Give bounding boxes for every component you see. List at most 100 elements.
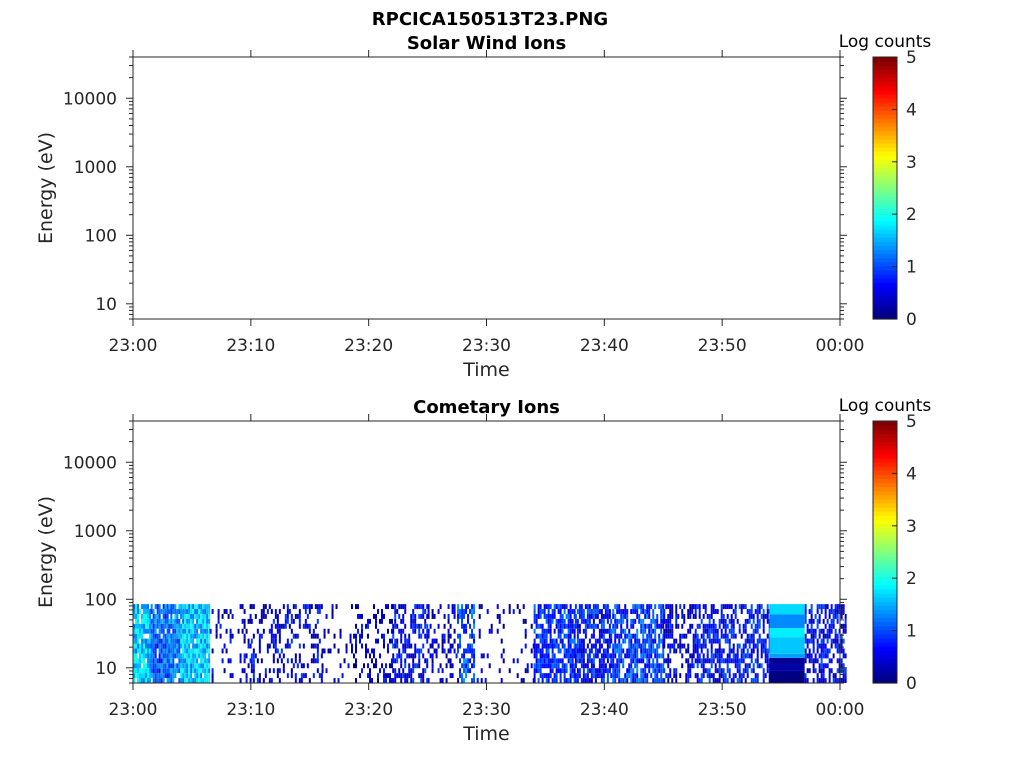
spectrogram-cell [473,648,476,654]
spectrogram-cell [669,658,672,664]
spectrogram-cell [687,658,690,664]
spectrogram-cell [194,628,197,634]
spectrogram-cell [437,609,440,614]
spectrogram-cell [378,653,381,659]
spectrogram-cell [636,668,639,674]
spectrogram-cell [582,668,585,674]
spectrogram-cell [596,609,599,614]
spectrogram-cell [624,604,627,610]
spectrogram-cell [196,618,199,624]
spectrogram-cell [206,663,209,669]
spectrogram-cell [188,678,191,683]
spectrogram-cell [308,628,311,634]
spectrogram-cell [392,668,395,674]
spectrogram-cell [612,623,615,629]
colorbar-segment [873,257,897,263]
spectrogram-cell [396,623,399,629]
spectrogram-cell [553,604,556,610]
spectrogram-cell [662,648,665,654]
spectrogram-cell [465,663,468,669]
colorbar-frame [872,56,898,320]
spectrogram-cell [268,628,271,634]
spectrogram-cell [816,678,819,683]
spectrogram-cell [268,678,271,683]
spectrogram-cell [704,658,707,664]
spectrogram-cell [190,648,193,654]
spectrogram-cell [139,663,141,669]
spectrogram-cell [149,633,151,639]
spectrogram-cell [196,643,199,649]
spectrogram-cell [551,663,554,669]
spectrogram-cell [634,663,637,669]
spectrogram-cell [600,613,603,619]
spectrogram-cell [380,609,383,614]
spectrogram-cell [716,658,719,664]
spectrogram-cell [198,653,201,659]
spectrogram-cell [718,673,721,679]
spectrogram-cell [362,663,365,669]
spectrogram-cell [237,628,240,634]
spectrogram-cell [662,618,665,624]
colorbar-tick-label: 5 [906,48,917,68]
spectrogram-cell [221,613,224,619]
spectrogram-cell [551,609,554,614]
spectrogram-cell [304,609,307,614]
spectrogram-cell [573,678,576,683]
spectrogram-cell [431,609,434,614]
spectrogram-cell [208,604,211,610]
spectrogram-cell [539,673,542,679]
spectrogram-cell [247,643,250,649]
spectrogram-cell [724,604,727,610]
spectrogram-cell [604,613,607,619]
spectrogram-cell [174,633,177,639]
spectrogram-cell [578,653,581,659]
spectrogram-cell [174,663,177,669]
spectrogram-cell [190,604,193,610]
spectrogram-cell [394,668,397,674]
spectrogram-cell [822,628,825,634]
spectrogram-cell [162,623,165,629]
spectrogram-cell [537,613,540,619]
spectrogram-cell [732,633,735,639]
spectrogram-cell [830,623,833,629]
spectrogram-cell [278,628,281,634]
spectrogram-cell [133,613,135,619]
spectrogram-cell [675,613,678,619]
spectrogram-cell [616,673,619,679]
spectrogram-cell [626,609,629,614]
spectrogram-cell [834,643,837,649]
spectrogram-cell [145,613,147,619]
spectrogram-cell [463,623,466,629]
spectrogram-cell [744,623,747,629]
spectrogram-cell [726,678,729,683]
spectrogram-cell [683,618,686,624]
spectrogram-cell [274,643,277,649]
spectrogram-cell [162,628,165,634]
spectrogram-cell [545,658,548,664]
spectrogram-cell [646,658,649,664]
spectrogram-cell [459,613,462,619]
spectrogram-cell [541,678,544,683]
spectrogram-cell [742,653,745,659]
spectrogram-cell [844,628,847,634]
y-tick-label: 100 [85,226,117,246]
spectrogram-cell [582,653,585,659]
spectrogram-cell [200,663,203,669]
spectrogram-cell [663,609,666,614]
spectrogram-cell [176,613,179,619]
spectrogram-cell [671,609,674,614]
spectrogram-cell [243,623,246,629]
spectrogram-cell [696,658,699,664]
spectrogram-cell [758,623,761,629]
spectrogram-cell [710,673,713,679]
spectrogram-cell [137,673,139,679]
spectrogram-cell [416,663,419,669]
spectrogram-cell [533,618,536,624]
spectrogram-cell [304,673,307,679]
spectrogram-cell [200,668,203,674]
colorbar-segment [873,601,897,606]
spectrogram-cell [541,648,544,654]
spectrogram-cell [662,653,665,659]
spectrogram-cell [574,673,577,679]
spectrogram-cell [426,613,429,619]
